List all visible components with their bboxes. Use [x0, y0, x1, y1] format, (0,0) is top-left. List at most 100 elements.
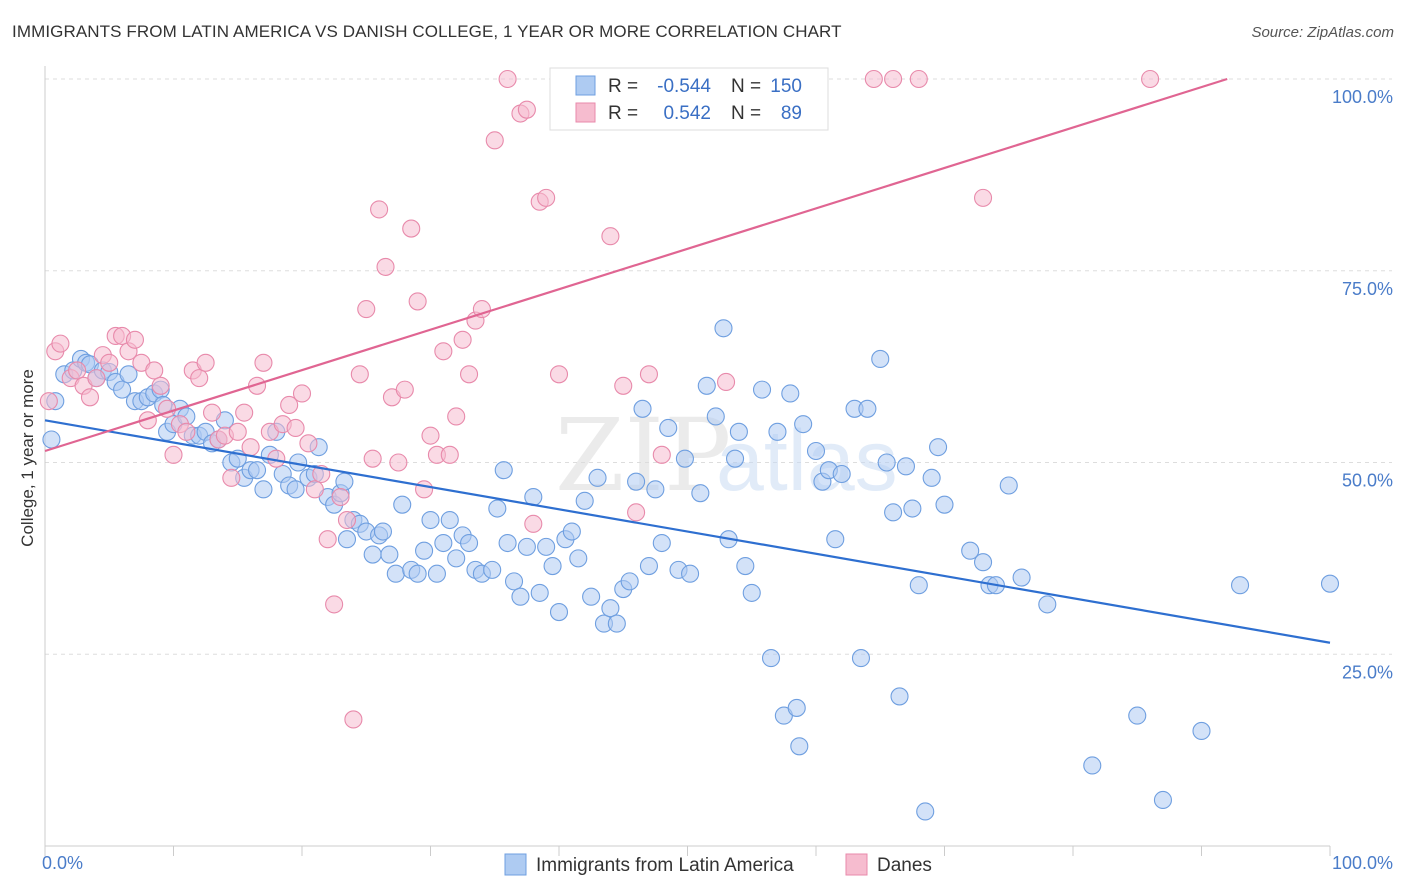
- point-latin-america: [537, 537, 556, 556]
- legend-n-label-1: N =: [731, 103, 761, 124]
- point-latin-america: [504, 572, 524, 591]
- point-danes: [370, 200, 389, 219]
- point-danes: [864, 69, 883, 89]
- point-latin-america: [408, 564, 427, 583]
- point-latin-america: [1083, 756, 1102, 775]
- point-danes: [517, 100, 536, 119]
- point-latin-america: [517, 537, 536, 556]
- point-latin-america: [909, 576, 928, 595]
- point-danes: [1141, 69, 1160, 89]
- point-danes: [331, 487, 350, 507]
- point-latin-america: [543, 556, 562, 576]
- trend-lines: [44, 77, 1331, 644]
- gridlines: [45, 78, 1392, 655]
- point-latin-america: [659, 418, 678, 438]
- point-danes: [280, 395, 299, 415]
- point-latin-america: [488, 499, 507, 518]
- point-latin-america: [706, 407, 725, 426]
- trend-line-latin-america: [44, 419, 1331, 644]
- point-danes: [440, 445, 459, 464]
- point-latin-america: [620, 572, 639, 591]
- point-latin-america: [254, 480, 273, 499]
- point-latin-america: [1153, 790, 1172, 810]
- point-danes: [498, 69, 517, 89]
- point-danes: [241, 438, 260, 457]
- point-latin-america: [787, 698, 806, 717]
- y-axis-title: College, 1 year or more: [18, 369, 37, 547]
- point-latin-america: [794, 415, 813, 434]
- point-danes: [601, 227, 620, 246]
- point-latin-america: [896, 457, 916, 476]
- point-latin-america: [725, 449, 745, 468]
- legend-bottom-label-danes: Danes: [877, 855, 932, 876]
- point-latin-america: [415, 541, 434, 560]
- point-danes: [909, 69, 928, 89]
- point-latin-america: [646, 480, 665, 499]
- point-latin-america: [1128, 706, 1147, 725]
- point-danes: [447, 407, 466, 426]
- point-latin-america: [639, 556, 659, 576]
- point-latin-america: [884, 503, 903, 522]
- point-danes: [350, 365, 369, 384]
- point-latin-america: [768, 422, 787, 441]
- y-tick-label: 25.0%: [1342, 662, 1393, 682]
- point-danes: [68, 361, 87, 380]
- point-latin-america: [729, 422, 748, 441]
- point-latin-america: [380, 545, 399, 564]
- point-latin-america: [973, 553, 993, 572]
- point-danes: [235, 403, 254, 422]
- point-danes: [344, 710, 363, 729]
- point-latin-america: [929, 438, 948, 457]
- y-tick-label: 100.0%: [1332, 87, 1393, 107]
- point-latin-america: [562, 522, 581, 541]
- point-latin-america: [633, 399, 652, 418]
- point-danes: [125, 330, 144, 349]
- legend-bottom-label-latin-america: Immigrants from Latin America: [536, 855, 794, 876]
- point-danes: [395, 380, 414, 399]
- point-danes: [305, 480, 324, 499]
- legend-swatch-danes: [575, 102, 596, 123]
- point-latin-america: [607, 614, 626, 633]
- point-danes: [254, 353, 273, 372]
- point-latin-america: [601, 599, 620, 618]
- point-danes: [627, 503, 646, 522]
- legend-top: R = -0.544 N = 150 R = 0.542 N = 89: [549, 67, 829, 131]
- point-latin-america: [877, 453, 896, 472]
- y-tick-labels: 100.0% 75.0% 50.0% 25.0%: [1332, 87, 1393, 682]
- point-latin-america: [483, 560, 502, 579]
- point-latin-america: [569, 549, 588, 568]
- point-latin-america: [681, 564, 700, 583]
- point-latin-america: [373, 522, 393, 541]
- point-latin-america: [434, 533, 453, 553]
- legend-r-label-1: R =: [608, 103, 638, 124]
- point-latin-america: [459, 533, 479, 553]
- point-danes: [485, 131, 504, 150]
- legend-n-value-0: 150: [770, 76, 802, 97]
- legend-bottom-swatch-latin-america: [504, 853, 527, 876]
- point-latin-america: [549, 603, 569, 622]
- legend-swatch-latin-america: [575, 75, 596, 96]
- point-latin-america: [386, 564, 405, 583]
- point-danes: [286, 418, 305, 438]
- point-danes: [376, 257, 395, 276]
- point-danes: [614, 376, 633, 395]
- point-danes: [453, 330, 472, 349]
- point-danes: [357, 300, 376, 319]
- point-danes: [459, 365, 479, 384]
- legend-r-label-0: R =: [608, 76, 638, 97]
- point-danes: [325, 595, 344, 614]
- point-danes: [408, 292, 427, 311]
- legend-top-box: [549, 67, 829, 131]
- axes: [44, 66, 1331, 856]
- point-latin-america: [675, 449, 694, 468]
- point-latin-america: [337, 530, 357, 549]
- point-latin-america: [511, 587, 530, 606]
- point-latin-america: [575, 491, 594, 510]
- point-latin-america: [781, 384, 800, 403]
- legend-n-label-0: N =: [731, 76, 761, 97]
- point-danes: [318, 530, 337, 549]
- point-latin-america: [588, 468, 607, 487]
- legend-bottom: Immigrants from Latin America Danes: [504, 853, 932, 876]
- point-danes: [421, 426, 440, 445]
- point-danes: [100, 353, 119, 372]
